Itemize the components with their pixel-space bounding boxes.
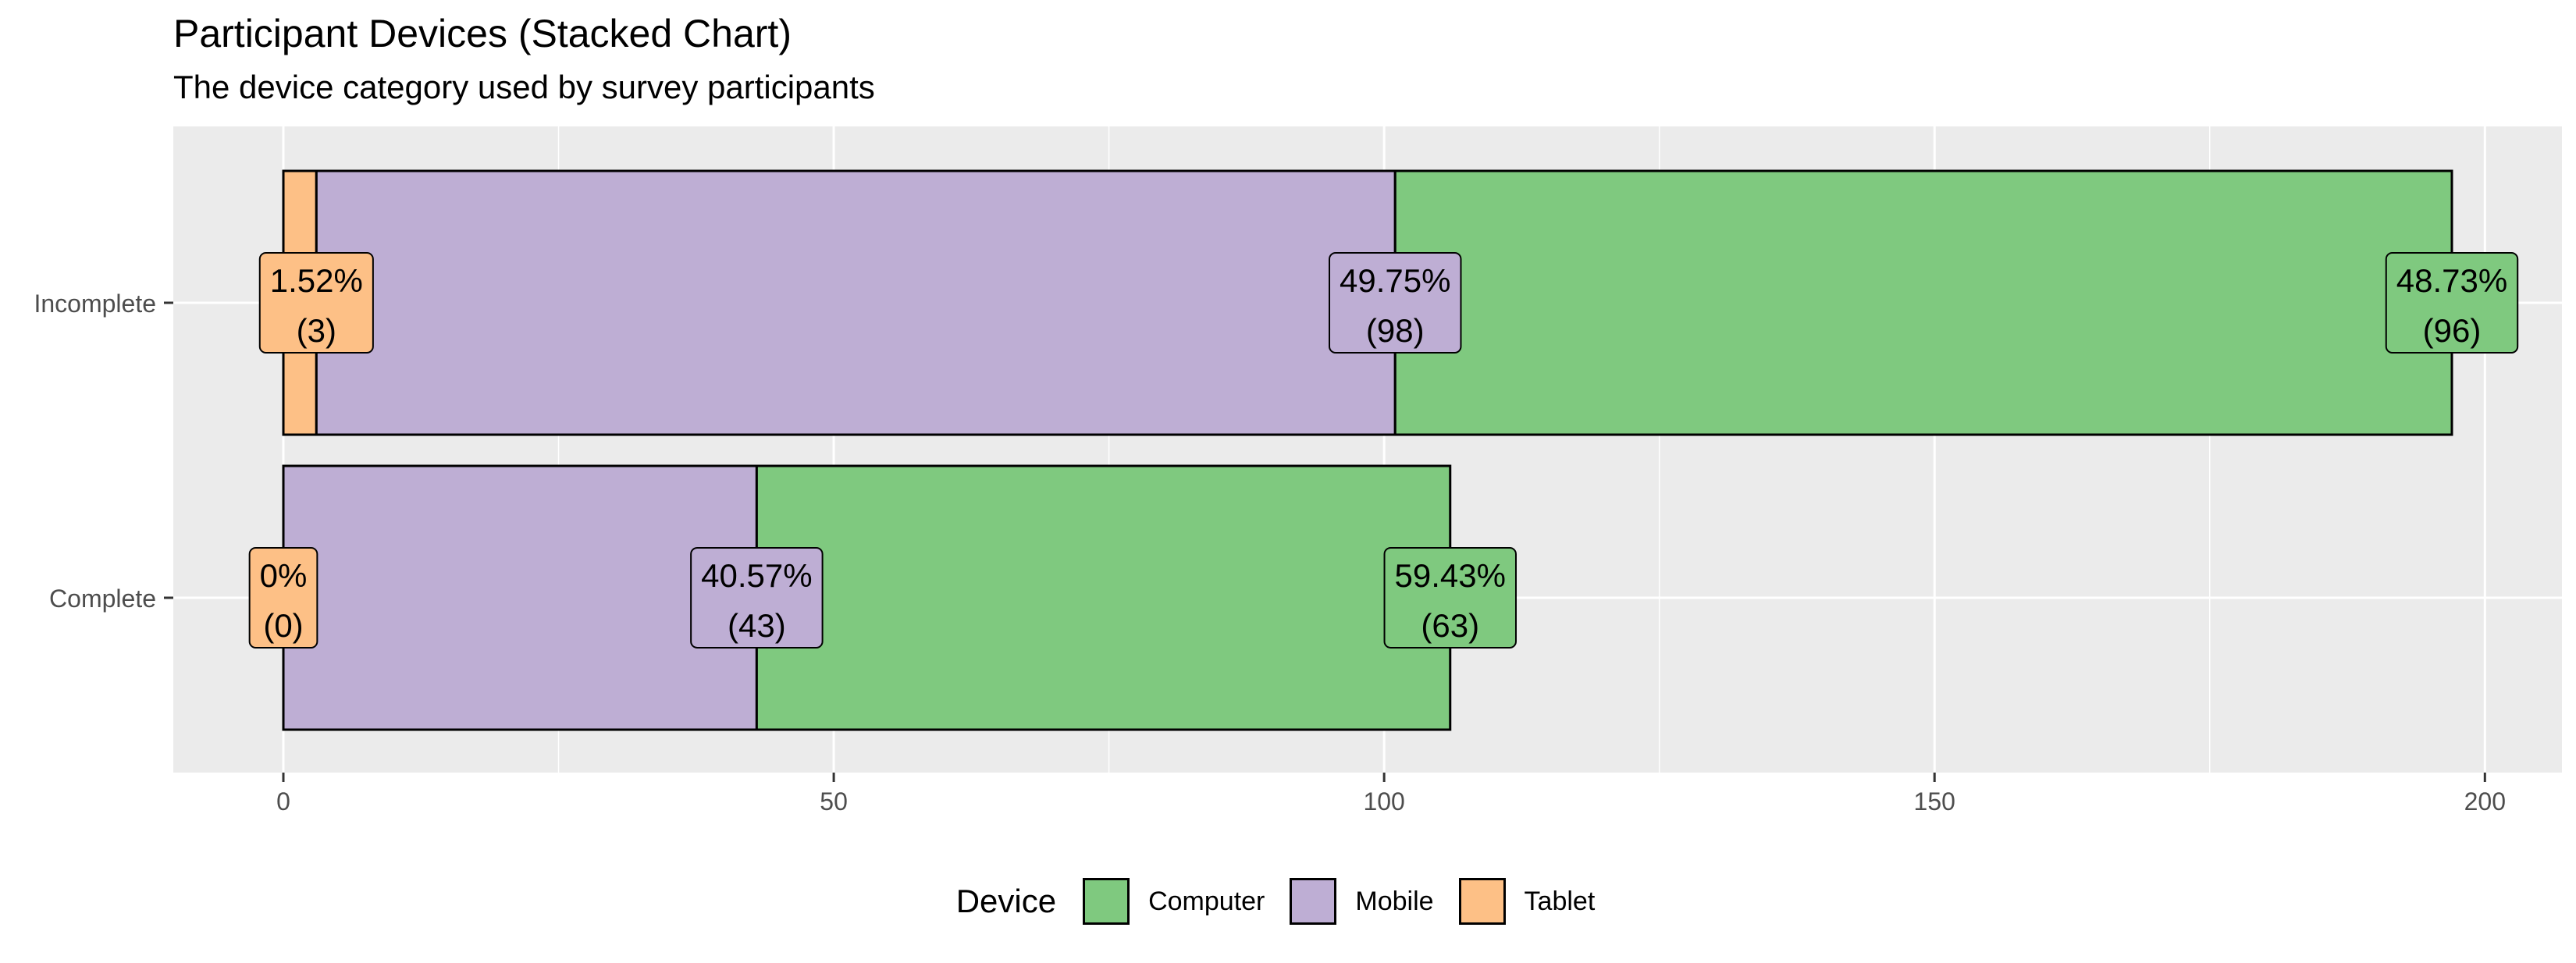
legend-label-mobile: Mobile <box>1355 886 1434 916</box>
value-label-box <box>2385 252 2519 354</box>
x-tick-label: 200 <box>2464 787 2506 816</box>
percent-label: 0% <box>260 557 308 594</box>
y-tick-label-complete: Complete <box>49 585 156 613</box>
value-label-tablet-incomplete: 1.52% (3) <box>258 252 374 354</box>
percent-label: 49.75% <box>1340 262 1450 299</box>
count-label: (98) <box>1366 312 1425 349</box>
value-label-box <box>1383 547 1517 649</box>
value-label-computer-incomplete: 48.73% (96) <box>2385 252 2519 354</box>
count-label: (63) <box>1421 607 1479 644</box>
percent-label: 48.73% <box>2396 262 2507 299</box>
value-label-computer-complete: 59.43% (63) <box>1383 547 1517 649</box>
legend-key-computer <box>1083 878 1130 925</box>
legend-item-tablet: Tablet <box>1458 878 1596 925</box>
legend: Device Computer Mobile Tablet <box>0 866 2576 936</box>
count-label: (43) <box>728 607 786 644</box>
value-label-tablet-complete: 0%(0) <box>248 547 318 649</box>
x-tick-label: 50 <box>820 787 848 816</box>
legend-label-tablet: Tablet <box>1524 886 1596 916</box>
y-tick-label-incomplete: Incomplete <box>34 290 156 318</box>
count-label: (96) <box>2423 312 2482 349</box>
bar-computer-incomplete <box>1393 169 2453 436</box>
count-label: (3) <box>297 312 336 349</box>
chart-title: Participant Devices (Stacked Chart) <box>173 12 792 55</box>
bar-mobile-complete <box>282 464 758 731</box>
value-label-box <box>690 547 824 649</box>
legend-label-computer: Computer <box>1148 886 1265 916</box>
stacked-bar-chart: 1.52%(3)0%(0)49.75%(98)40.57%(43)48.73%(… <box>34 126 2562 816</box>
value-label-box <box>248 547 318 649</box>
legend-key-tablet <box>1458 878 1506 925</box>
legend-item-computer: Computer <box>1083 878 1265 925</box>
x-tick-label: 150 <box>1914 787 1955 816</box>
legend-title: Device <box>955 883 1057 919</box>
value-label-box <box>258 252 374 354</box>
bar-computer-complete <box>755 464 1452 731</box>
x-tick-label: 0 <box>276 787 290 816</box>
legend-key-mobile <box>1290 878 1337 925</box>
value-label-mobile-complete: 40.57% (43) <box>690 547 824 649</box>
percent-label: 59.43% <box>1395 557 1506 594</box>
value-label-box <box>1329 252 1462 354</box>
legend-item-mobile: Mobile <box>1290 878 1434 925</box>
count-label: (0) <box>263 607 303 644</box>
chart-subtitle: The device category used by survey parti… <box>173 69 875 105</box>
bar-mobile-incomplete <box>315 169 1397 436</box>
percent-label: 40.57% <box>701 557 812 594</box>
x-tick-label: 100 <box>1363 787 1404 816</box>
value-label-mobile-incomplete: 49.75% (98) <box>1329 252 1462 354</box>
percent-label: 1.52% <box>270 262 363 299</box>
